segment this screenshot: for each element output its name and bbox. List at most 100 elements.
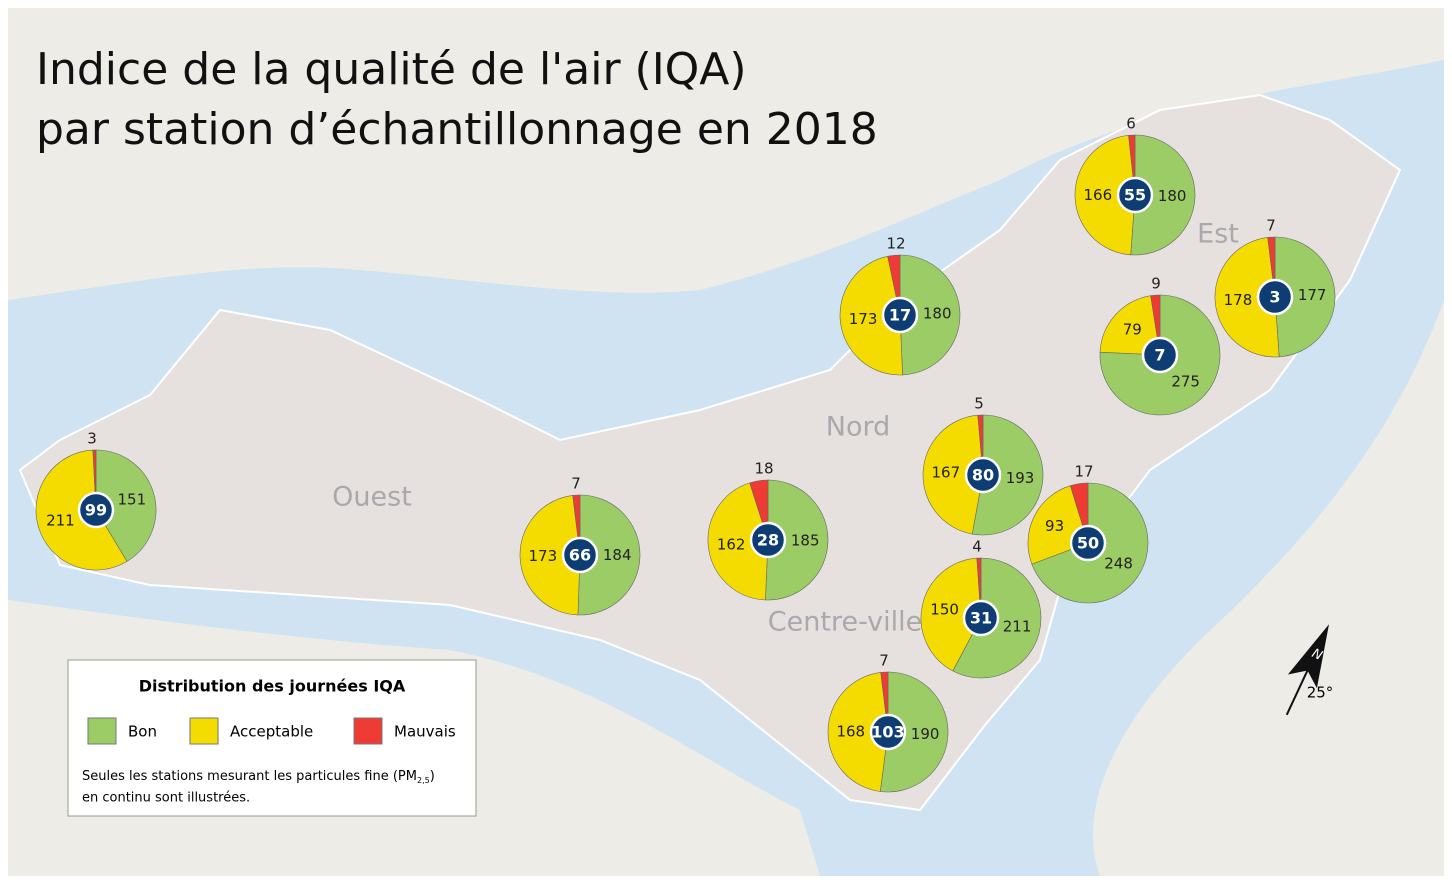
pie-slice: [879, 671, 949, 793]
station-id: 28: [757, 531, 779, 550]
slice-label: 248: [1104, 555, 1133, 573]
legend-box: [67, 659, 477, 817]
station-badge: [1256, 278, 1294, 316]
slice-label: 184: [603, 546, 632, 564]
title-line-2: par station d’échantillonnage en 2018: [36, 104, 878, 155]
slice-label: 18: [754, 460, 773, 478]
compass-arrow: [1287, 624, 1330, 689]
slice-label: 4: [972, 538, 982, 556]
region-label: Nord: [826, 412, 890, 443]
station-id: 3: [1269, 288, 1280, 307]
legend-label: Acceptable: [230, 723, 313, 741]
station-pie: 275 79 9 7: [1099, 275, 1221, 416]
station-badge: [1116, 176, 1154, 214]
slice-label: 79: [1123, 321, 1142, 339]
station-badge: [881, 296, 919, 334]
pie-slice: [1099, 295, 1161, 356]
legend-swatch: [87, 717, 117, 745]
slice-label: 162: [717, 535, 746, 553]
slice-label: 173: [529, 547, 558, 565]
slice-label: 193: [1006, 469, 1035, 487]
pie-slice: [95, 449, 157, 562]
slice-label: 7: [879, 652, 889, 670]
region-label: Centre-ville: [768, 607, 922, 638]
slice-label: 93: [1045, 517, 1064, 535]
compass-angle: 25°: [1307, 684, 1334, 702]
slice-label: 185: [791, 531, 820, 549]
pie-slice: [765, 479, 829, 601]
slice-label: 190: [911, 725, 940, 743]
station-id: 17: [889, 306, 911, 325]
legend: Distribution des journées IQA Seules les…: [67, 659, 477, 817]
compass: N: [1285, 624, 1330, 716]
station-badge: [77, 491, 115, 529]
region-label: Est: [1197, 219, 1239, 250]
slice-label: 180: [1158, 187, 1187, 205]
pie-slice: [971, 414, 1044, 536]
slice-label: 17: [1074, 463, 1093, 481]
island: [18, 93, 1402, 812]
slice-label: 7: [1266, 217, 1276, 235]
station-badge: [964, 456, 1002, 494]
pie-slice: [1274, 236, 1336, 358]
pie-slice: [839, 255, 903, 376]
note-text: Seules les stations mesurant les particu…: [82, 769, 417, 784]
station-pie: 151 211 3 99: [35, 430, 157, 571]
station-pie: 180 166 6 55: [1074, 115, 1196, 256]
note-sub: 2,5: [417, 776, 430, 785]
slice-label: 151: [118, 491, 147, 509]
legend-swatch: [189, 717, 219, 745]
station-id: 31: [970, 609, 992, 628]
station-badge: [869, 713, 907, 751]
station-pie: 184 173 7 66: [519, 475, 641, 616]
station-id: 55: [1124, 186, 1146, 205]
pie-slice: [1130, 134, 1196, 256]
slice-label: 7: [571, 475, 581, 493]
slice-label: 173: [849, 310, 878, 328]
pie-slice: [519, 495, 581, 616]
slice-label: 5: [974, 395, 984, 413]
legend-label: Bon: [128, 723, 157, 741]
slice-label: 3: [87, 430, 97, 448]
station-pie: 248 93 17 50: [1027, 463, 1149, 604]
pie-slice: [827, 672, 889, 792]
station-badge: [561, 536, 599, 574]
station-pie: 193 167 5 80: [922, 395, 1044, 536]
station-pie: 185 162 18 28: [707, 460, 829, 601]
slice-label: 166: [1083, 186, 1112, 204]
station-badge: [1069, 524, 1107, 562]
region-label: Ouest: [332, 482, 412, 513]
legend-swatch: [353, 717, 383, 745]
slice-label: 211: [46, 511, 75, 529]
legend-title: Distribution des journées IQA: [139, 677, 406, 696]
slice-label: 167: [932, 464, 961, 482]
station-id: 66: [569, 546, 591, 565]
station-id: 80: [972, 466, 994, 485]
slice-label: 178: [1224, 291, 1253, 309]
pie-slice: [1074, 135, 1136, 256]
pie-slice: [577, 494, 641, 616]
pie-slice: [707, 482, 769, 601]
legend-note: Seules les stations mesurant les particu…: [82, 769, 435, 785]
station-id: 99: [85, 501, 107, 520]
station-pie: 190 168 7 103: [827, 652, 949, 793]
station-id: 7: [1154, 346, 1165, 365]
station-id: 103: [871, 723, 904, 742]
slice-label: 12: [886, 235, 905, 253]
station-badge: [749, 521, 787, 559]
compass-line: [1285, 670, 1309, 716]
station-badge: [1141, 336, 1179, 374]
title-line-1: Indice de la qualité de l'air (IQA): [36, 44, 747, 95]
slice-label: 180: [923, 305, 952, 323]
legend-note: en continu sont illustrées.: [82, 791, 250, 806]
station-pie: 177 178 7 3: [1214, 217, 1336, 358]
pie-slice: [899, 254, 961, 376]
pie-slice: [920, 557, 982, 672]
slice-label: 168: [836, 722, 865, 740]
pie-slice: [1214, 237, 1280, 358]
slice-label: 9: [1151, 275, 1161, 293]
station-badge: [962, 599, 1000, 637]
station-pie: 211 150 4 31: [920, 538, 1042, 679]
slice-label: 6: [1126, 115, 1136, 133]
